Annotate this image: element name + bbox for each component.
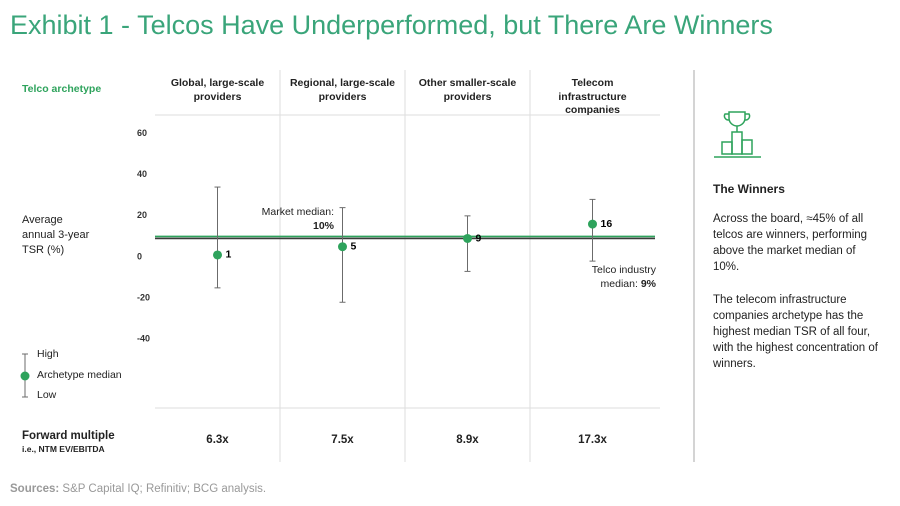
- trophy-icon: [714, 111, 761, 158]
- y-axis-label: Average annual 3-year TSR (%): [22, 214, 90, 256]
- forward-multiple-value: 7.5x: [331, 434, 354, 446]
- legend-median: Archetype median: [37, 369, 122, 381]
- reference-name: Telco industry median:: [591, 264, 656, 290]
- y-tick-label: 40: [137, 169, 147, 179]
- column-header: Telecom infrastructure companies: [558, 77, 627, 117]
- median-label: 9: [476, 232, 482, 244]
- column-header: Global, large-scale providers: [170, 77, 265, 103]
- forward-multiple-title: Forward multiple: [22, 430, 115, 442]
- column-header: Regional, large-scale providers: [289, 77, 396, 103]
- median-label: 16: [601, 218, 613, 230]
- median-label: 1: [226, 249, 232, 261]
- reference-value: 9%: [640, 277, 656, 290]
- median-dot: [213, 250, 222, 260]
- median-dot: [588, 219, 597, 229]
- forward-multiple-value: 8.9x: [456, 434, 479, 446]
- forward-multiple-value: 6.3x: [206, 434, 229, 446]
- reference-name: Market median:: [261, 206, 334, 218]
- y-tick-label: 60: [137, 128, 147, 138]
- forward-multiple-value: 17.3x: [578, 434, 607, 446]
- sidebar-paragraph: The telecom infrastructure companies arc…: [713, 294, 878, 371]
- reference-label: Market median: 10%: [258, 206, 334, 233]
- forward-multiple-subtitle: i.e., NTM EV/EBITDA: [22, 444, 105, 454]
- sidebar-paragraph: Across the board, ≈45% of all telcos are…: [713, 213, 868, 274]
- legend-high: High: [37, 348, 59, 360]
- y-tick-label: 20: [137, 210, 147, 220]
- column-header: Other smaller-scale providers: [418, 77, 517, 103]
- median-dot: [338, 242, 347, 252]
- sources-text: S&P Capital IQ; Refinitiv; BCG analysis.: [62, 483, 267, 495]
- y-tick-label: -20: [137, 293, 150, 303]
- legend-low: Low: [37, 389, 57, 401]
- sources: Sources: S&P Capital IQ; Refinitiv; BCG …: [10, 482, 266, 497]
- chart-title: Exhibit 1 - Telcos Have Underperformed, …: [10, 10, 773, 40]
- reference-value: 10%: [312, 219, 334, 232]
- median-dot: [463, 233, 472, 243]
- y-tick-label: 0: [137, 251, 142, 261]
- y-tick-label: -40: [137, 334, 150, 344]
- row-header: Telco archetype: [22, 83, 102, 95]
- median-label: 5: [351, 240, 357, 252]
- sidebar-title: The Winners: [713, 182, 785, 196]
- reference-label: Telco industry median: 9%: [572, 264, 656, 291]
- legend-dot: [20, 371, 30, 381]
- sources-label: Sources:: [10, 483, 60, 495]
